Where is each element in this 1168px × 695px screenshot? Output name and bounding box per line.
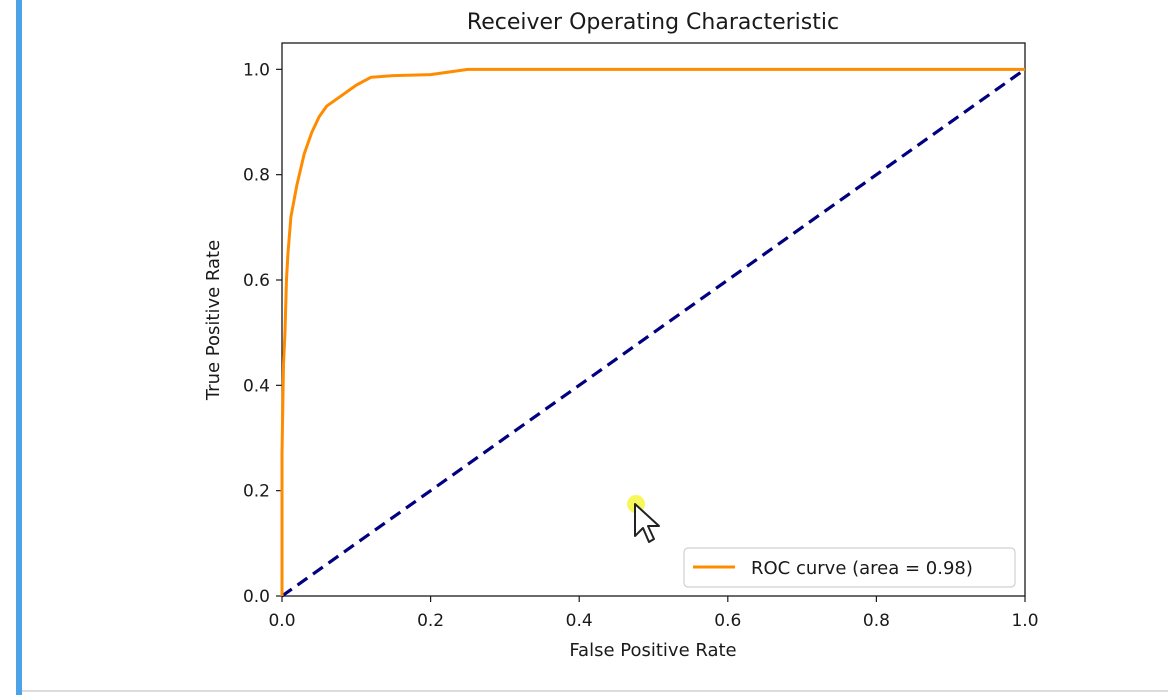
chart-title: Receiver Operating Characteristic	[467, 10, 839, 35]
y-tick-label: 0.2	[243, 482, 270, 502]
x-tick-label: 0.8	[863, 611, 890, 631]
series-layer	[280, 67, 1026, 598]
notebook-cell-accent-bar	[16, 0, 22, 695]
mouse-cursor-icon	[624, 492, 664, 548]
x-tick-label: 0.2	[417, 611, 444, 631]
x-tick-label: 1.0	[1011, 611, 1038, 631]
pointer-arrow-icon	[634, 503, 660, 543]
y-tick-label: 0.0	[243, 587, 270, 607]
x-axis-label: False Positive Rate	[569, 640, 736, 661]
y-axis-label: True Positive Rate	[203, 240, 224, 401]
cell-bottom-divider	[22, 690, 1168, 692]
x-tick-label: 0.6	[714, 611, 741, 631]
legend: ROC curve (area = 0.98)	[683, 547, 1016, 588]
plot-area-frame	[281, 42, 1026, 597]
x-tick-label: 0.0	[268, 611, 295, 631]
y-tick-label: 0.4	[243, 376, 270, 396]
roc-curve-line	[280, 67, 1025, 596]
y-tick-label: 1.0	[243, 60, 270, 80]
y-axis: 0.0 0.2 0.4 0.6 0.8 1.0	[243, 60, 282, 607]
legend-box	[683, 547, 1016, 588]
y-tick-label: 0.8	[243, 166, 270, 186]
x-axis: 0.0 0.2 0.4 0.6 0.8 1.0	[268, 596, 1039, 631]
y-tick-label: 0.6	[243, 271, 270, 291]
x-tick-label: 0.4	[566, 611, 593, 631]
legend-label-roc: ROC curve (area = 0.98)	[751, 558, 973, 579]
